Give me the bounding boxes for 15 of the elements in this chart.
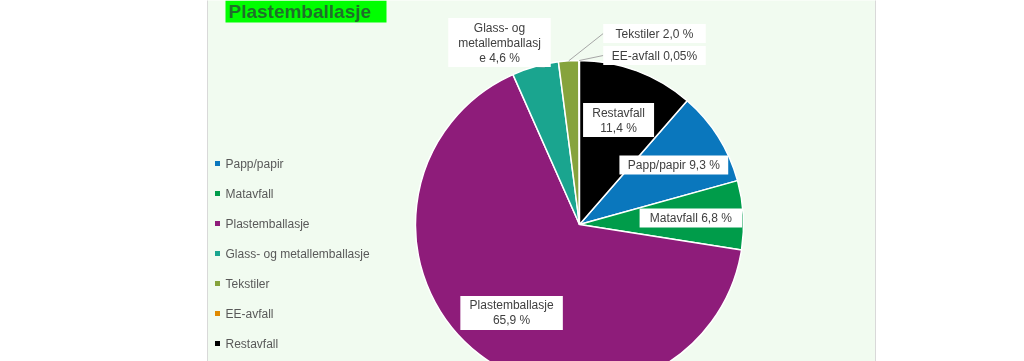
legend-label: Restavfall (225, 336, 279, 351)
data-label: Glass- og metallemballasj e 4,6 % (458, 20, 541, 65)
legend-label: Tekstiler (225, 276, 270, 291)
data-label: Tekstiler 2,0 % (615, 26, 694, 41)
legend-label: Papp/papir (225, 156, 284, 171)
data-label: Matavfall 6,8 % (649, 211, 733, 226)
data-label: Plastemballasje 65,9 % (469, 298, 554, 328)
legend-label: Plastemballasje (225, 216, 310, 231)
legend-label: Matavfall (225, 186, 274, 201)
chart-title: Plastemballasje (228, 1, 372, 22)
data-label: EE-avfall 0,05% (611, 48, 698, 63)
data-label: Restavfall 11,4 % (592, 105, 645, 135)
data-label: Papp/papir 9,3 % (627, 157, 721, 172)
legend-label: Glass- og metallemballasje (225, 246, 370, 261)
legend-label: EE-avfall (225, 306, 274, 321)
